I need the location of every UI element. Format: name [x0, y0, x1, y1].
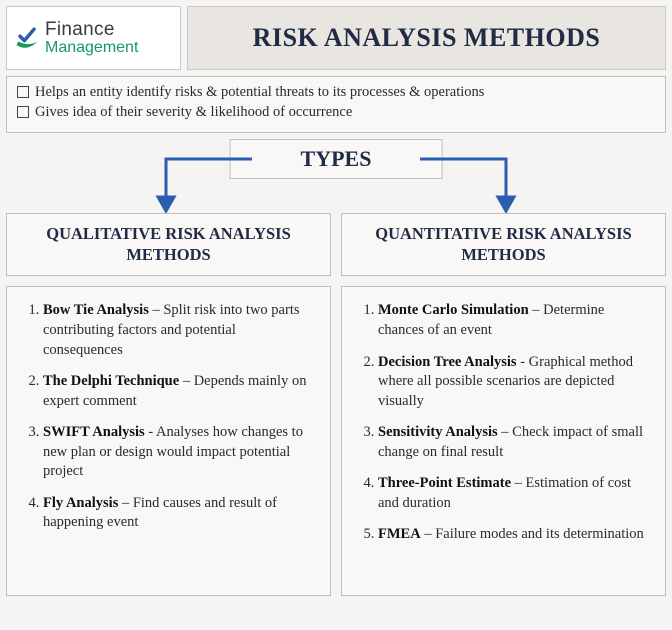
- summary-text-2: Gives idea of their severity & likelihoo…: [35, 103, 352, 123]
- checkbox-icon: [17, 86, 29, 98]
- columns-row: QUALITATIVE RISK ANALYSIS METHODS Bow Ti…: [6, 213, 666, 596]
- column-qualitative: QUALITATIVE RISK ANALYSIS METHODS Bow Ti…: [6, 213, 331, 596]
- method-name: FMEA: [378, 526, 421, 542]
- method-name: Bow Tie Analysis: [43, 302, 149, 318]
- summary-item-2: Gives idea of their severity & likelihoo…: [17, 103, 655, 123]
- list-item: SWIFT Analysis - Analyses how changes to…: [43, 423, 316, 482]
- list-item: Bow Tie Analysis – Split risk into two p…: [43, 301, 316, 360]
- column-header-qualitative: QUALITATIVE RISK ANALYSIS METHODS: [6, 213, 331, 276]
- summary-item-1: Helps an entity identify risks & potenti…: [17, 83, 655, 103]
- header-row: Finance Management RISK ANALYSIS METHODS: [6, 6, 666, 70]
- list-item: FMEA – Failure modes and its determinati…: [378, 525, 651, 545]
- brand-logo: Finance Management: [6, 6, 181, 70]
- method-name: Three-Point Estimate: [378, 475, 511, 491]
- column-header-quantitative: QUANTITATIVE RISK ANALYSIS METHODS: [341, 213, 666, 276]
- page-title: RISK ANALYSIS METHODS: [253, 23, 601, 53]
- column-quantitative: QUANTITATIVE RISK ANALYSIS METHODS Monte…: [341, 213, 666, 596]
- check-swoosh-icon: [13, 24, 41, 52]
- list-item: Monte Carlo Simulation – Determine chanc…: [378, 301, 651, 340]
- brand-line1: Finance: [45, 20, 138, 40]
- method-desc: Failure modes and its determination: [435, 526, 644, 542]
- list-item: Fly Analysis – Find causes and result of…: [43, 494, 316, 533]
- list-item: Three-Point Estimate – Estimation of cos…: [378, 474, 651, 513]
- list-item: Sensitivity Analysis – Check impact of s…: [378, 423, 651, 462]
- method-name: Sensitivity Analysis: [378, 424, 498, 440]
- method-name: The Delphi Technique: [43, 373, 179, 389]
- list-item: The Delphi Technique – Depends mainly on…: [43, 372, 316, 411]
- method-name: Fly Analysis: [43, 495, 118, 511]
- types-connector-region: TYPES: [6, 133, 666, 213]
- types-label: TYPES: [230, 139, 443, 179]
- method-name: Monte Carlo Simulation: [378, 302, 529, 318]
- column-body-quantitative: Monte Carlo Simulation – Determine chanc…: [341, 286, 666, 596]
- summary-text-1: Helps an entity identify risks & potenti…: [35, 83, 484, 103]
- checkbox-icon: [17, 106, 29, 118]
- method-name: SWIFT Analysis: [43, 424, 145, 440]
- brand-line2: Management: [45, 40, 138, 57]
- page-root: Finance Management RISK ANALYSIS METHODS…: [0, 0, 672, 630]
- method-name: Decision Tree Analysis: [378, 354, 517, 370]
- column-body-qualitative: Bow Tie Analysis – Split risk into two p…: [6, 286, 331, 596]
- title-box: RISK ANALYSIS METHODS: [187, 6, 666, 70]
- list-item: Decision Tree Analysis - Graphical metho…: [378, 353, 651, 412]
- summary-box: Helps an entity identify risks & potenti…: [6, 76, 666, 133]
- brand-text: Finance Management: [45, 20, 138, 57]
